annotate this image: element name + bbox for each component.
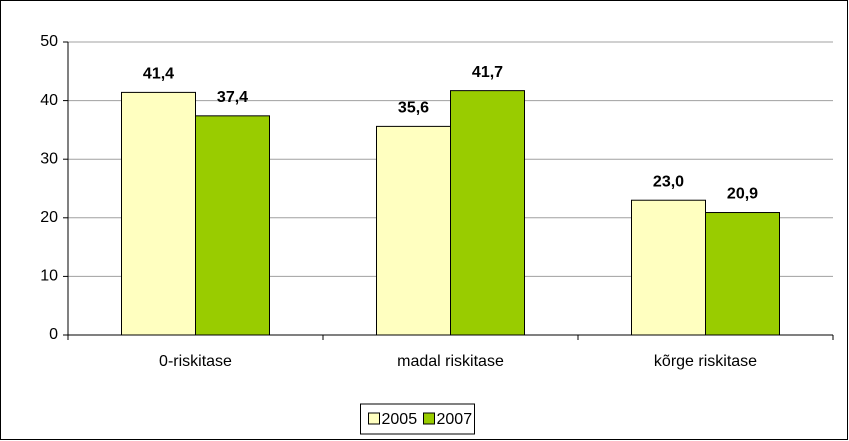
legend-swatch bbox=[368, 412, 380, 425]
bar bbox=[705, 212, 780, 336]
y-tick-label: 40 bbox=[40, 92, 58, 109]
value-label: 23,0 bbox=[653, 173, 684, 190]
bar bbox=[195, 115, 270, 336]
y-tick-label: 0 bbox=[49, 326, 58, 343]
y-tick-label: 30 bbox=[40, 150, 58, 167]
legend-label: 2005 bbox=[382, 411, 418, 428]
bar bbox=[376, 125, 451, 336]
y-tick-label: 10 bbox=[40, 268, 58, 285]
y-tick-label: 50 bbox=[40, 33, 58, 50]
bar bbox=[121, 91, 196, 336]
x-tick-label: madal riskitase bbox=[397, 353, 504, 370]
value-label: 41,7 bbox=[472, 64, 503, 81]
value-label: 41,4 bbox=[143, 66, 174, 83]
legend-swatch bbox=[423, 412, 435, 425]
bar bbox=[450, 90, 525, 336]
value-label: 20,9 bbox=[727, 186, 758, 203]
value-label: 37,4 bbox=[217, 89, 248, 106]
legend-label: 2007 bbox=[437, 411, 473, 428]
x-tick-label: 0-riskitase bbox=[159, 353, 232, 370]
y-tick-label: 20 bbox=[40, 209, 58, 226]
value-label: 35,6 bbox=[398, 100, 429, 117]
bar bbox=[631, 199, 706, 336]
x-tick-label: kõrge riskitase bbox=[654, 353, 757, 370]
